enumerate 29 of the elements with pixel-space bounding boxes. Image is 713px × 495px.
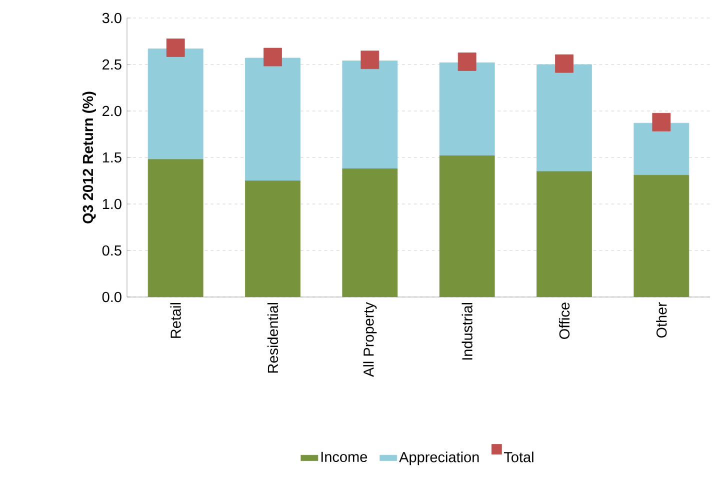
x-tick-label: Retail [170, 303, 181, 338]
bar [148, 48, 204, 160]
bar [634, 122, 690, 176]
point [458, 52, 476, 71]
y-tick-label: 1.0 [102, 198, 122, 210]
bar [536, 64, 592, 172]
y-tick-label: 3.0 [102, 12, 122, 24]
x-tick-label: Office [558, 302, 570, 339]
y-axis-title: Q3 2012 Return (%) [82, 92, 96, 224]
y-tick-label: 2.5 [102, 59, 122, 70]
x-tick-label: All Property [363, 302, 377, 377]
bar [342, 60, 398, 169]
legend-label: Income [321, 452, 368, 462]
y-tick-label: 2.0 [102, 106, 122, 116]
point [166, 38, 185, 57]
point [652, 112, 671, 132]
y-tick-label: 0.0 [102, 292, 122, 302]
y-tick-label: 1.5 [102, 152, 122, 163]
point [360, 50, 380, 70]
point [264, 48, 282, 66]
bar [439, 62, 495, 156]
x-tick-label: Other [656, 302, 667, 338]
y-tick-label: 0.5 [102, 245, 122, 256]
x-tick-label: Residential [267, 303, 278, 373]
point [555, 54, 574, 73]
bar [245, 58, 300, 181]
legend-label: Appreciation [399, 452, 479, 466]
x-tick-label: Industrial [462, 303, 472, 360]
legend-label: Total [504, 452, 534, 462]
